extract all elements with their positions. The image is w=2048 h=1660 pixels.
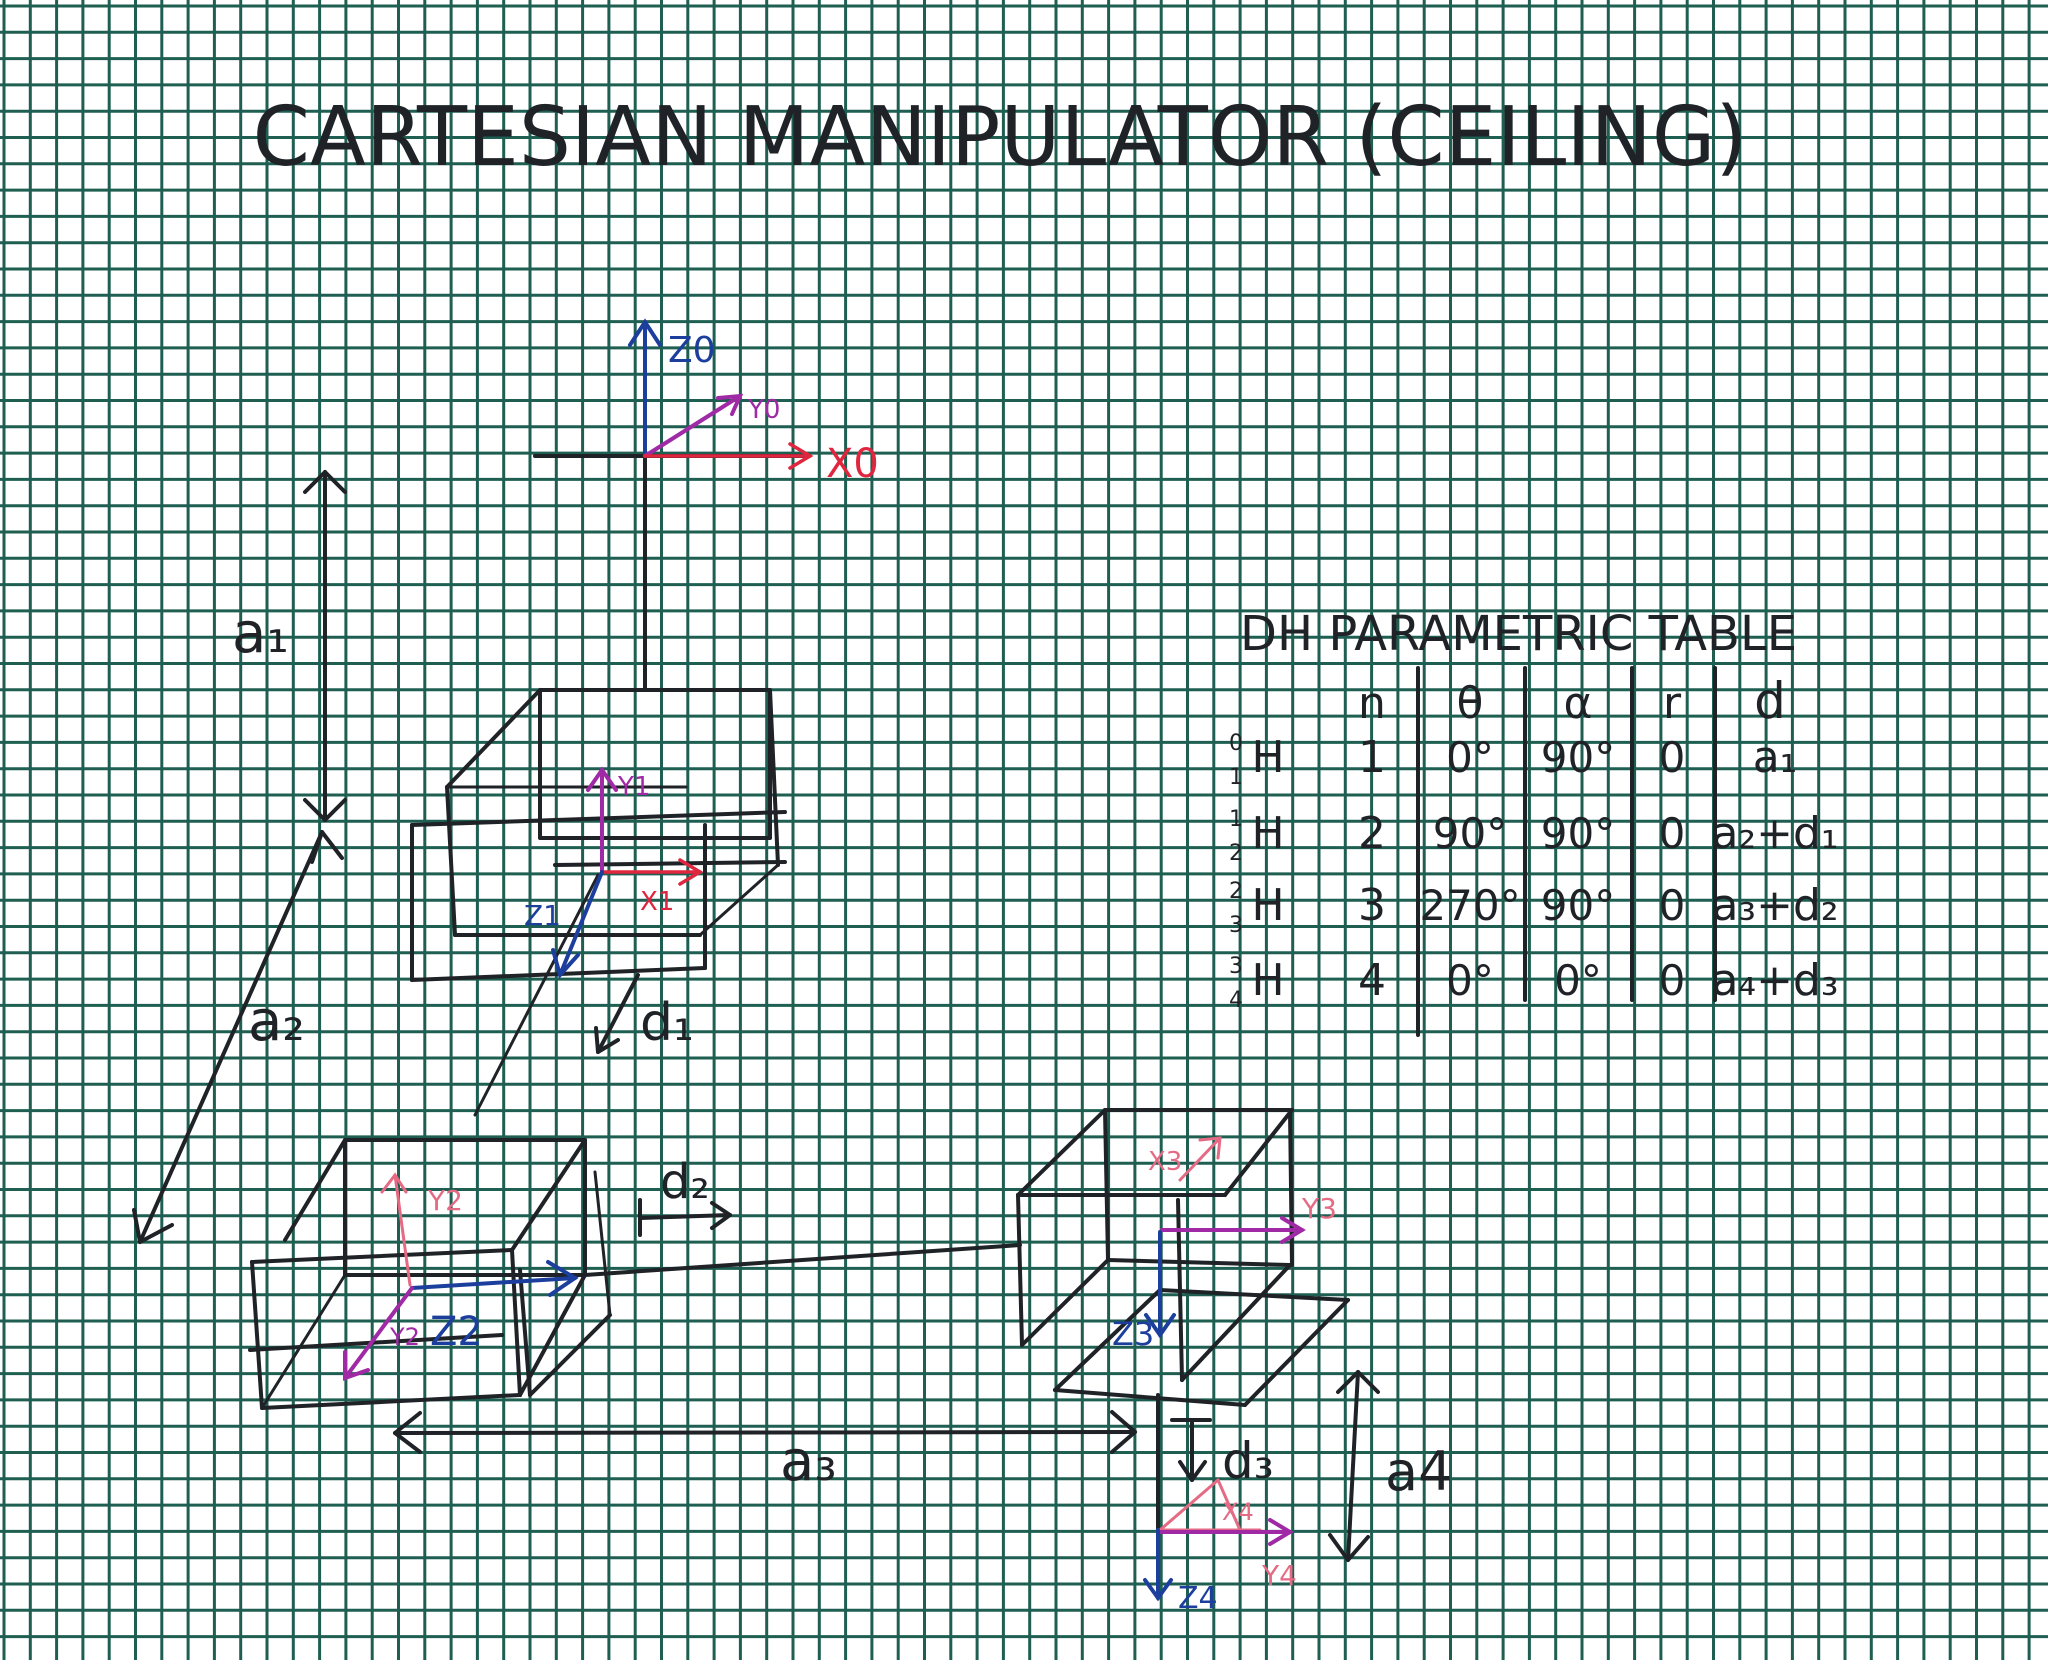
row-sub: 2: [1229, 841, 1243, 866]
a2-label: a₂: [248, 989, 305, 1054]
y2-label-top: Y2: [427, 1184, 463, 1217]
col-r: r: [1663, 678, 1682, 729]
row-d: a₃+d₂: [1711, 880, 1838, 931]
a2-dimension: [132, 830, 344, 1244]
row-theta: 0°: [1446, 956, 1494, 1005]
row-n: 4: [1358, 955, 1386, 1006]
row-n: 3: [1358, 880, 1386, 931]
col-d: d: [1754, 672, 1786, 730]
row-sub: 1: [1229, 765, 1243, 790]
y0-label: Y0: [747, 395, 780, 425]
row-sub: 3: [1229, 913, 1243, 938]
row-alpha: 90°: [1541, 881, 1615, 930]
y1-label: Y1: [617, 772, 650, 802]
row-h: H: [1251, 732, 1284, 783]
x4-label: X4: [1222, 1498, 1254, 1526]
frame-2-axes: [343, 1172, 579, 1381]
d1-label: d₁: [640, 993, 694, 1053]
row-h: H: [1251, 955, 1284, 1006]
y4-label: Y4: [1261, 1559, 1297, 1592]
z1-label: Z1: [524, 899, 561, 932]
row-r: 0: [1659, 733, 1686, 782]
frame-1-axes: [551, 766, 704, 980]
row-d: a₄+d₃: [1711, 955, 1838, 1006]
frame-0-axes: [533, 318, 814, 690]
row-n: 2: [1358, 808, 1386, 859]
row-r: 0: [1659, 956, 1686, 1005]
row-theta: 270°: [1419, 881, 1520, 930]
row-theta: 0°: [1446, 733, 1494, 782]
a4-dimension: [1328, 1370, 1380, 1562]
frame-4-axes: [1143, 1478, 1294, 1602]
dh-table: DH PARAMETRIC TABLE n θ α r d: [1240, 606, 1797, 1037]
d3-arrow: [1170, 1418, 1212, 1482]
row-d: a₂+d₁: [1711, 808, 1838, 859]
diagram-title: CARTESIAN MANIPULATOR (CEILING): [253, 90, 1748, 185]
row-sub: 4: [1229, 988, 1243, 1013]
row-alpha: 90°: [1541, 809, 1615, 858]
x0-label: X0: [826, 441, 879, 487]
row-sup: 2: [1229, 879, 1243, 904]
d2-label: d₂: [660, 1154, 710, 1210]
a3-label: a₃: [780, 1429, 837, 1494]
row-r: 0: [1659, 881, 1686, 930]
a1-dimension: [303, 470, 347, 822]
row-theta: 90°: [1433, 809, 1507, 858]
y3-label: Y3: [1301, 1192, 1337, 1225]
dh-table-heading: DH PARAMETRIC TABLE: [1240, 606, 1797, 662]
joint-3-box: [1016, 1108, 1350, 1532]
row-alpha: 90°: [1541, 733, 1615, 782]
row-d: a₁: [1753, 732, 1798, 783]
row-sup: 1: [1229, 807, 1243, 832]
x3-label: X3: [1148, 1147, 1182, 1177]
row-n: 1: [1358, 732, 1386, 783]
x1-label: X1: [640, 887, 674, 917]
col-alpha: α: [1563, 678, 1592, 729]
d3-label: d₃: [1222, 1432, 1274, 1490]
y2-label-bottom: Y2: [389, 1323, 420, 1351]
z0-label: Z0: [668, 330, 716, 371]
d1-arrow: [594, 973, 640, 1054]
row-sup: 3: [1229, 954, 1243, 979]
a1-label: a₁: [232, 601, 289, 666]
a4-label: a4: [1385, 1440, 1452, 1503]
row-alpha: 0°: [1554, 956, 1602, 1005]
col-theta: θ: [1457, 678, 1484, 729]
z3-label: Z3: [1112, 1315, 1154, 1353]
frame-3-axes: [1144, 1136, 1306, 1339]
d2-arrow: [638, 1198, 732, 1237]
z2-label: Z2: [430, 1309, 483, 1355]
row-h: H: [1251, 808, 1284, 859]
row-sup: 0: [1229, 731, 1243, 756]
a3-dimension: [393, 1410, 1137, 1454]
joint-2-box: [248, 1138, 1022, 1410]
col-n: n: [1358, 678, 1386, 729]
z4-label: Z4: [1178, 1581, 1218, 1616]
row-r: 0: [1659, 809, 1686, 858]
row-h: H: [1251, 880, 1284, 931]
